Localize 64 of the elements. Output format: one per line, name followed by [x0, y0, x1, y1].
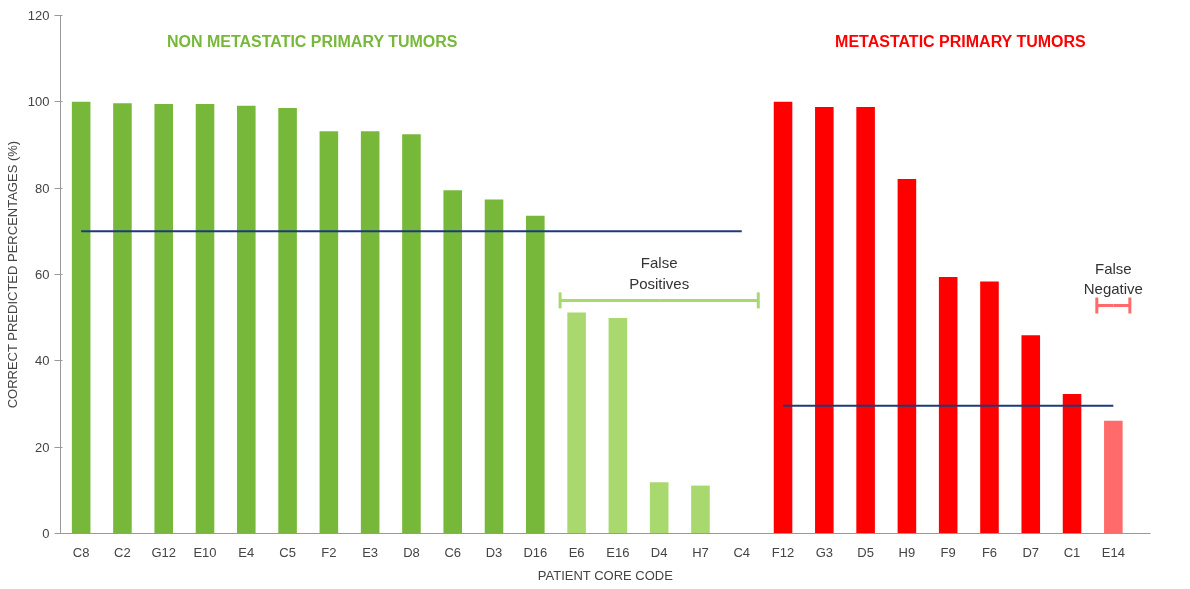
x-tick-label: D8: [403, 544, 420, 560]
x-tick-label: G3: [815, 544, 833, 560]
annotation: False Negative: [1083, 259, 1143, 297]
y-axis-title: CORRECT PREDICTED PERCENTAGES (%): [4, 140, 20, 409]
bar: [71, 101, 91, 534]
bar: [691, 485, 710, 534]
bar: [897, 179, 917, 534]
bar: [484, 199, 504, 534]
y-tick-label: 0: [42, 526, 50, 541]
bar: [649, 482, 669, 534]
x-tick-label: E16: [606, 544, 630, 560]
x-tick-label: C8: [72, 544, 90, 560]
bar: [856, 107, 875, 534]
x-tick-label: C1: [1063, 544, 1081, 560]
bar: [1021, 335, 1041, 534]
bar: [154, 103, 174, 534]
x-tick-label: F2: [321, 544, 337, 560]
bar: [773, 101, 793, 534]
bar: [319, 131, 339, 534]
x-tick-label: D3: [485, 544, 503, 560]
x-tick-label: D4: [650, 544, 668, 560]
bar: [237, 105, 256, 534]
bar: [1062, 394, 1082, 534]
x-tick-label: F9: [940, 544, 956, 560]
bar: [938, 277, 958, 534]
x-tick-label: E6: [568, 544, 585, 560]
x-tick-label: D5: [857, 544, 874, 560]
x-tick-label: E3: [362, 544, 379, 560]
x-tick-label: C4: [733, 544, 751, 560]
bar: [195, 103, 215, 534]
x-tick-label: C6: [444, 544, 462, 560]
x-tick-label: E10: [193, 544, 217, 560]
x-tick-label: F12: [771, 544, 795, 560]
x-tick-label: H9: [898, 544, 916, 560]
bar: [360, 131, 380, 534]
bar: [1104, 420, 1123, 534]
x-tick-label: H7: [692, 544, 709, 560]
bar: [608, 318, 628, 534]
bar: [567, 312, 586, 534]
bar: [443, 190, 463, 534]
x-tick-label: E14: [1101, 544, 1125, 560]
annotation: METASTATIC PRIMARY TUMORS: [835, 32, 1087, 50]
x-axis-title: PATIENT CORE CODE: [537, 567, 674, 583]
x-tick-label: G12: [151, 544, 177, 560]
annotation: False Positives: [629, 254, 690, 292]
bar: [815, 107, 834, 534]
y-tick-label: 60: [35, 267, 50, 282]
bar: [278, 107, 297, 534]
x-tick-label: D16: [523, 544, 548, 560]
y-tick-label: 80: [35, 180, 50, 196]
bar: [980, 281, 999, 534]
bar: [113, 103, 132, 534]
bar: [402, 134, 421, 534]
y-tick-label: 20: [35, 439, 50, 455]
annotation: NON METASTATIC PRIMARY TUMORS: [166, 32, 458, 50]
x-tick-label: E4: [238, 544, 255, 560]
y-tick-label: 120: [27, 8, 50, 23]
x-tick-label: C5: [279, 544, 296, 560]
bar: [526, 215, 545, 534]
y-tick-label: 40: [35, 353, 50, 369]
x-tick-label: F6: [981, 544, 998, 560]
y-tick-label: 100: [27, 94, 50, 110]
x-tick-label: C2: [114, 544, 131, 560]
x-tick-label: D7: [1022, 544, 1040, 560]
